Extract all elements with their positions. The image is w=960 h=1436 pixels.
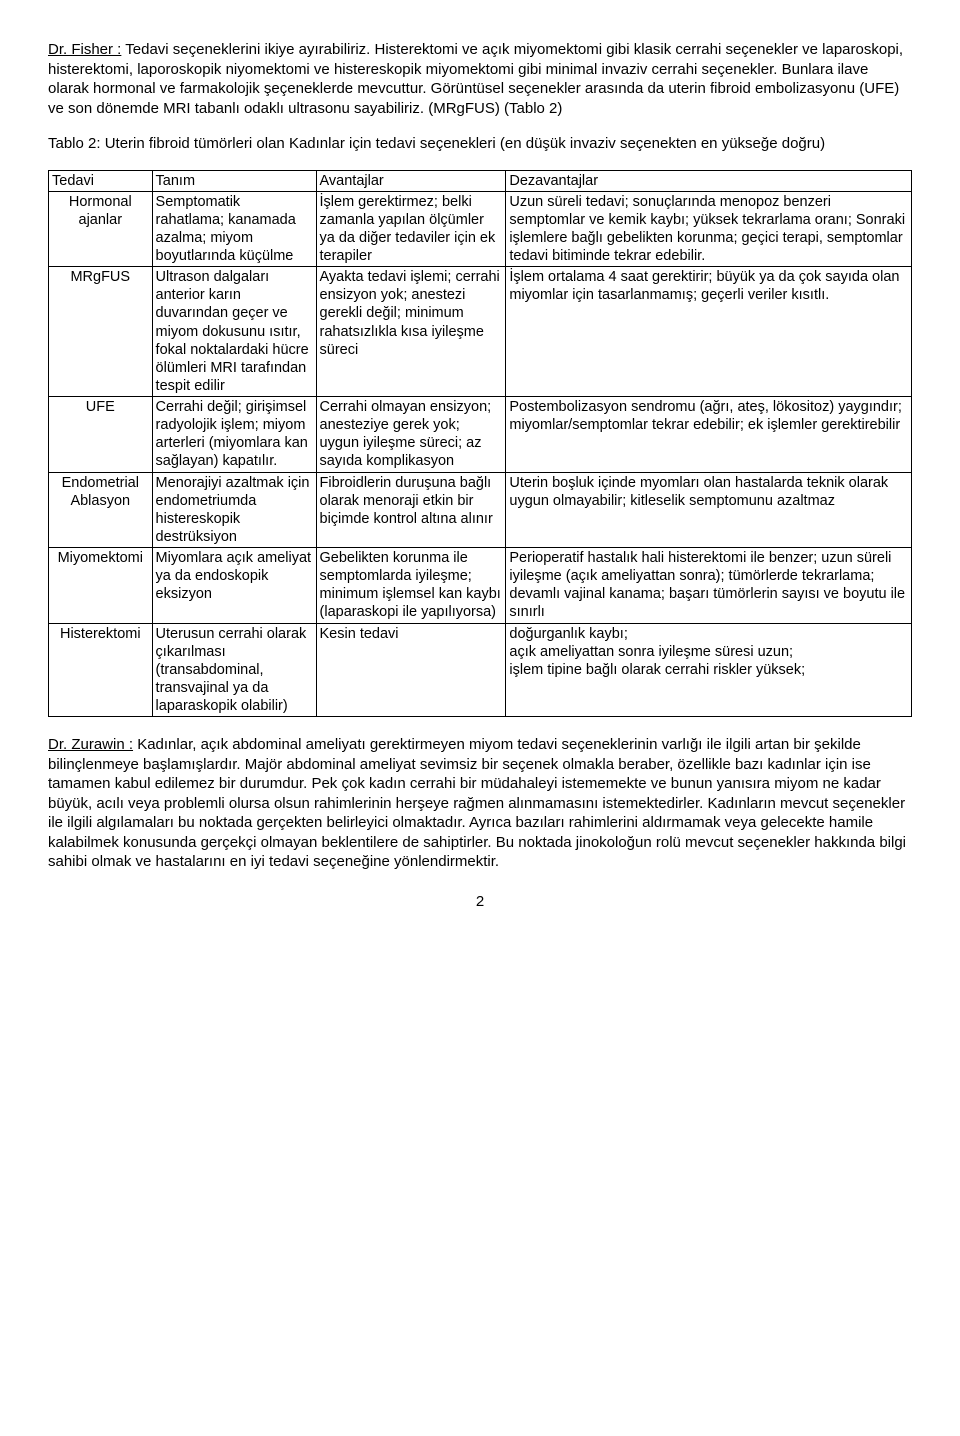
cell: Menorajiyi azaltmak için endometriumda h… — [152, 472, 316, 548]
table-caption: Tablo 2: Uterin fibroid tümörleri olan K… — [48, 134, 912, 154]
cell: UFE — [49, 397, 153, 473]
cell: Postembolizasyon sendromu (ağrı, ateş, l… — [506, 397, 912, 473]
cell: Miyomlara açık ameliyat ya da endoskopik… — [152, 548, 316, 624]
para2-body: Kadınlar, açık abdominal ameliyatı gerek… — [48, 736, 906, 870]
cell: Ayakta tedavi işlemi; cerrahi ensizyon y… — [316, 267, 506, 397]
cell: MRgFUS — [49, 267, 153, 397]
th-tanim: Tanım — [152, 170, 316, 191]
speaker-1: Dr. Fisher : — [48, 41, 121, 58]
cell: Kesin tedavi — [316, 623, 506, 717]
table-row: MRgFUS Ultrason dalgaları anterior karın… — [49, 267, 912, 397]
cell: Gebelikten korunma ile semptomlarda iyil… — [316, 548, 506, 624]
cell: Ultrason dalgaları anterior karın duvarı… — [152, 267, 316, 397]
cell: İşlem ortalama 4 saat gerektirir; büyük … — [506, 267, 912, 397]
speaker-2: Dr. Zurawin : — [48, 736, 133, 753]
table-header-row: Tedavi Tanım Avantajlar Dezavantajlar — [49, 170, 912, 191]
page-number: 2 — [48, 892, 912, 912]
cell: Semptomatik rahatlama; kanamada azalma; … — [152, 191, 316, 267]
cell: Perioperatif hastalık hali histerektomi … — [506, 548, 912, 624]
cell: Fibroidlerin duruşuna bağlı olarak menor… — [316, 472, 506, 548]
table-row: Histerektomi Uterusun cerrahi olarak çık… — [49, 623, 912, 717]
cell: Miyomektomi — [49, 548, 153, 624]
cell: doğurganlık kaybı; açık ameliyattan sonr… — [506, 623, 912, 717]
cell: Hormonal ajanlar — [49, 191, 153, 267]
paragraph-2: Dr. Zurawin : Kadınlar, açık abdominal a… — [48, 735, 912, 872]
cell: Uzun süreli tedavi; sonuçlarında menopoz… — [506, 191, 912, 267]
cell: Endometrial Ablasyon — [49, 472, 153, 548]
paragraph-1: Dr. Fisher : Tedavi seçeneklerini ikiye … — [48, 40, 912, 118]
cell: Uterin boşluk içinde myomları olan hasta… — [506, 472, 912, 548]
table-row: Endometrial Ablasyon Menorajiyi azaltmak… — [49, 472, 912, 548]
table-row: Hormonal ajanlar Semptomatik rahatlama; … — [49, 191, 912, 267]
para1-body: Tedavi seçeneklerini ikiye ayırabiliriz.… — [48, 41, 903, 117]
th-tedavi: Tedavi — [49, 170, 153, 191]
treatment-table: Tedavi Tanım Avantajlar Dezavantajlar Ho… — [48, 170, 912, 718]
cell: Cerrahi olmayan ensizyon; anesteziye ger… — [316, 397, 506, 473]
cell: İşlem gerektirmez; belki zamanla yapılan… — [316, 191, 506, 267]
cell: Histerektomi — [49, 623, 153, 717]
cell: Uterusun cerrahi olarak çıkarılması (tra… — [152, 623, 316, 717]
cell: Cerrahi değil; girişimsel radyolojik işl… — [152, 397, 316, 473]
table-row: Miyomektomi Miyomlara açık ameliyat ya d… — [49, 548, 912, 624]
table-row: UFE Cerrahi değil; girişimsel radyolojik… — [49, 397, 912, 473]
th-dezavantajlar: Dezavantajlar — [506, 170, 912, 191]
th-avantajlar: Avantajlar — [316, 170, 506, 191]
